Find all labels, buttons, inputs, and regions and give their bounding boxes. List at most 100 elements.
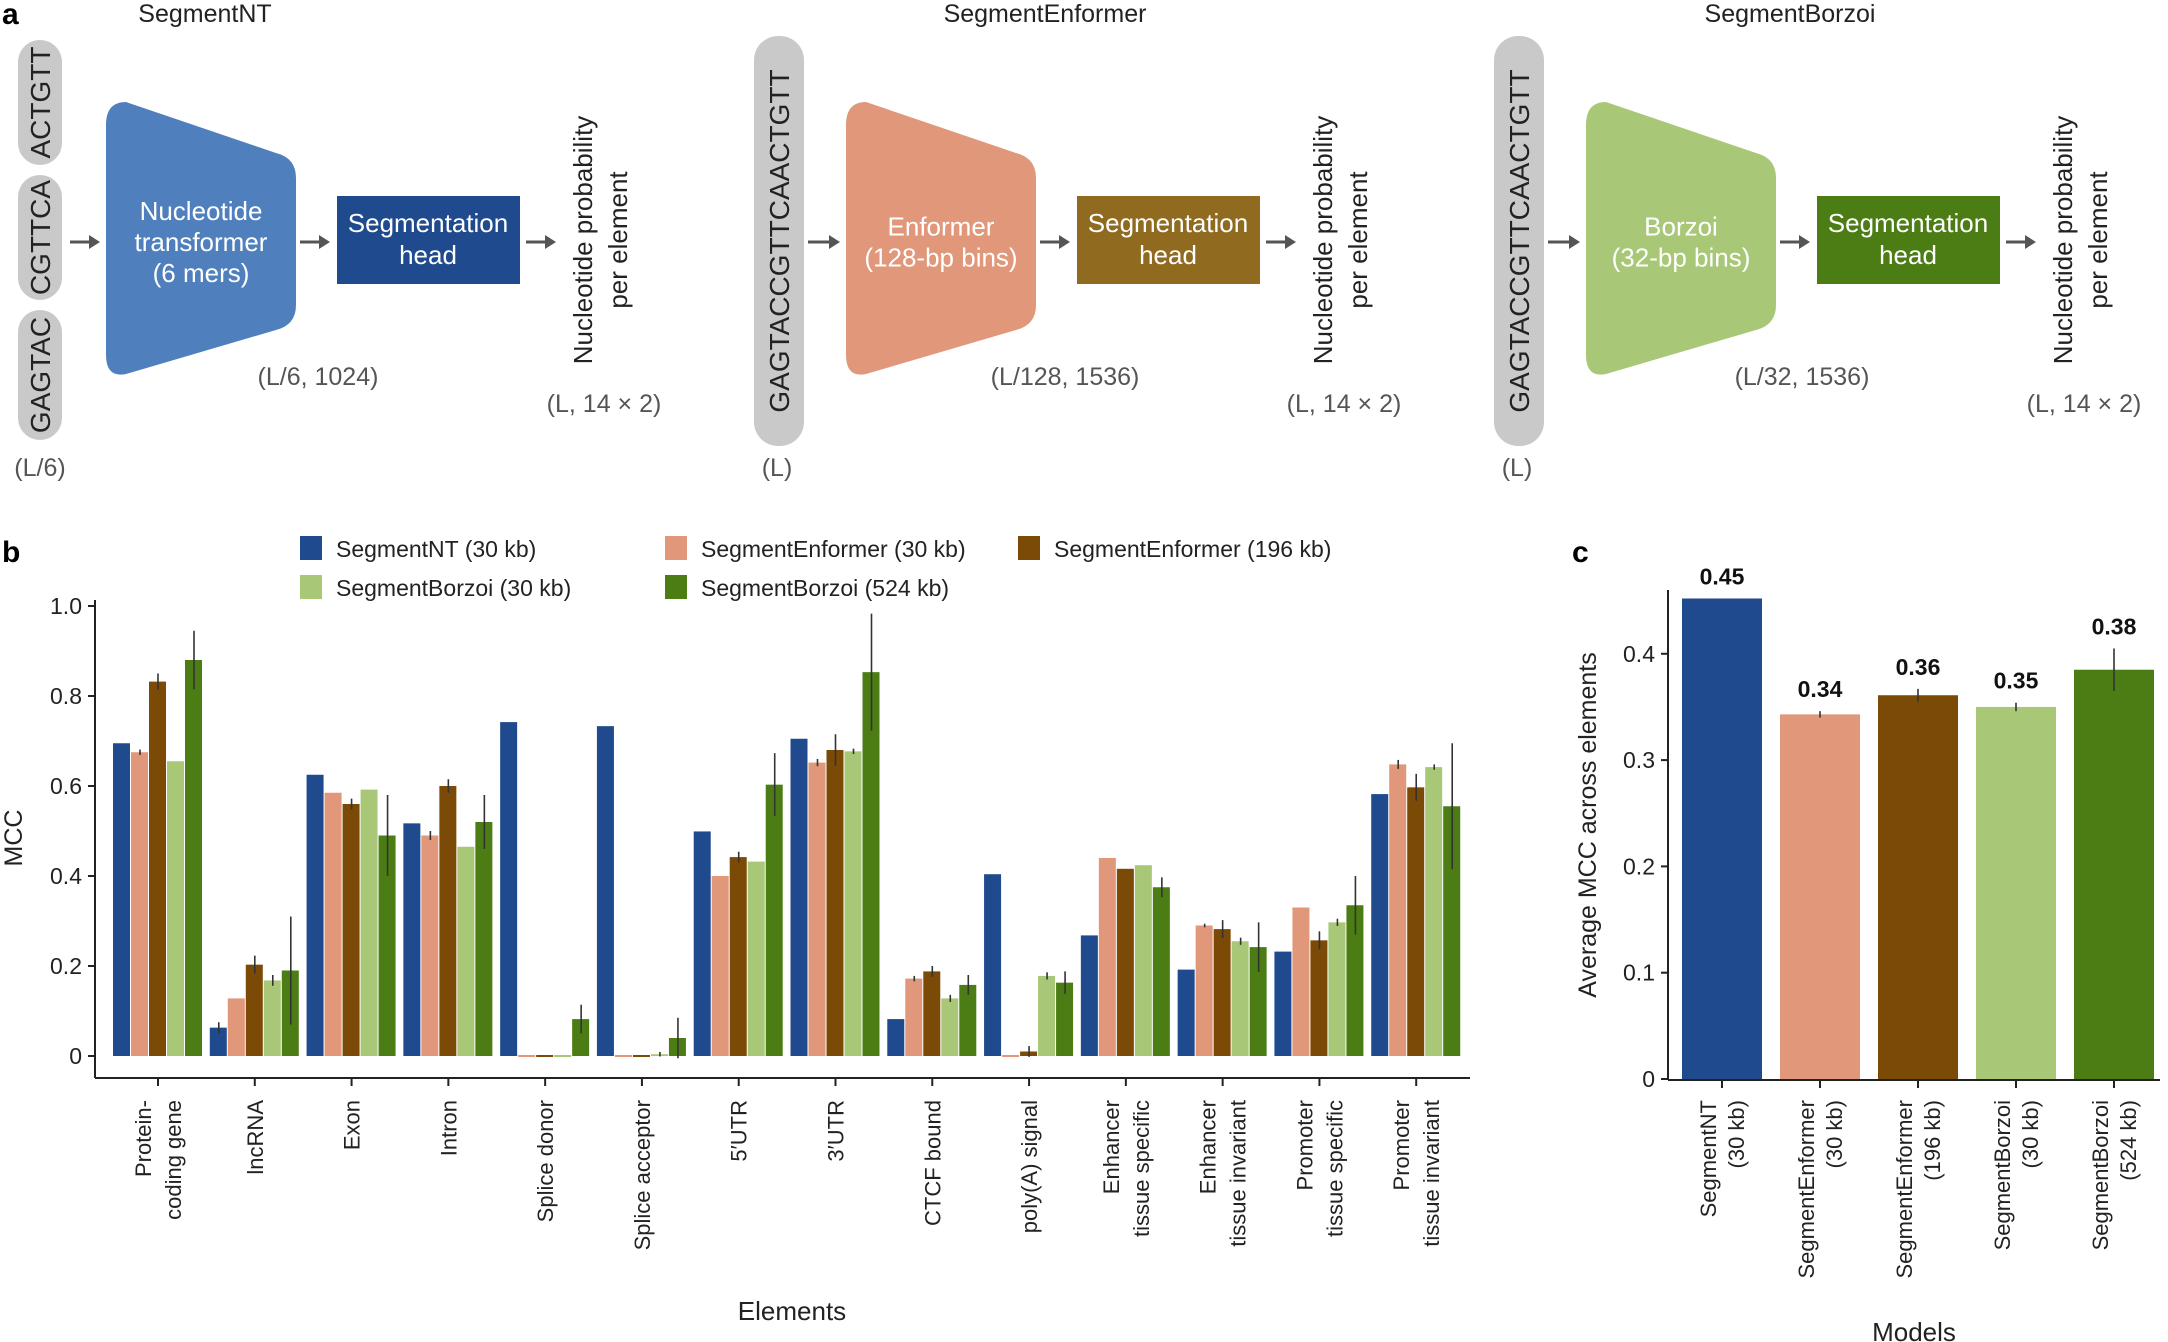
legend-swatch — [665, 575, 687, 599]
x-tick-label: Exon — [340, 1100, 365, 1150]
bar — [1177, 969, 1195, 1056]
bar — [808, 762, 826, 1056]
bar — [1310, 940, 1328, 1056]
y-tick-label: 1.0 — [50, 593, 82, 619]
y-tick-label: 0.4 — [1623, 641, 1655, 667]
bar — [209, 1027, 227, 1056]
head-label: Segmentation — [348, 208, 508, 238]
bar — [1292, 907, 1310, 1056]
x-tick-label: Enhancer — [1196, 1100, 1221, 1194]
bar — [1116, 868, 1134, 1056]
bar — [1682, 598, 1762, 1079]
bar — [887, 1019, 905, 1056]
panel-c-label: c — [1572, 536, 1589, 569]
head-label: head — [399, 240, 457, 270]
input-sequence: CGTTCA — [25, 180, 56, 295]
x-tick-label: Intron — [436, 1100, 461, 1156]
bar — [1231, 941, 1249, 1056]
input-dim: (L) — [762, 454, 793, 482]
column-0: SegmentNT GAGTAC CGTTCA ACTGTT (L/6) Nucleoti… — [14, 0, 661, 482]
bar — [729, 857, 747, 1056]
data-label: 0.45 — [1700, 564, 1745, 590]
x-tick-label: (524 kb) — [2116, 1100, 2141, 1181]
y-tick-label: 0.8 — [50, 683, 82, 709]
bar — [711, 876, 729, 1056]
x-tick-label: Splice donor — [533, 1100, 558, 1222]
bar — [923, 971, 941, 1056]
output-dim: (L, 14 × 2) — [1287, 390, 1402, 418]
model-label: Enformer — [888, 212, 995, 242]
x-tick-label: CTCF bound — [920, 1100, 945, 1226]
x-tick-label: coding gene — [161, 1100, 186, 1220]
bar — [306, 774, 324, 1056]
output-label: per element — [603, 171, 633, 309]
bar — [1274, 951, 1292, 1056]
bar — [131, 752, 148, 1056]
bar — [862, 672, 880, 1056]
arrow-head — [319, 235, 330, 249]
bar — [572, 1019, 590, 1056]
head-label: Segmentation — [1828, 208, 1988, 238]
chart-c: 0 0.1 0.2 0.3 0.4 Average MCC across elements… — [1574, 564, 2160, 1342]
bar — [1389, 764, 1407, 1056]
bar — [790, 738, 808, 1056]
x-tick-label: tissue specific — [1129, 1100, 1154, 1237]
column-title: SegmentNT — [138, 0, 271, 28]
bar — [1976, 706, 2056, 1079]
y-tick-label: 0.2 — [50, 953, 82, 979]
bar — [596, 726, 614, 1056]
input-sequence: ACTGTT — [25, 47, 56, 159]
panel-b-label: b — [2, 536, 20, 569]
column-title: SegmentEnformer — [944, 0, 1147, 28]
arrow-head — [1059, 235, 1070, 249]
x-tick-label: SegmentNT — [1696, 1100, 1721, 1217]
data-label: 0.35 — [1994, 668, 2039, 694]
bar — [1425, 767, 1443, 1056]
x-tick-label: SegmentEnformer — [1892, 1100, 1917, 1279]
x-tick-label: tissue invariant — [1226, 1100, 1251, 1247]
output-label: Nucleotide probability — [1308, 116, 1338, 365]
legend-swatch — [300, 536, 322, 560]
head-block — [337, 196, 520, 284]
output-label: Nucleotide probability — [2048, 116, 2078, 365]
arrow-head — [1799, 235, 1810, 249]
bar — [1098, 858, 1116, 1056]
x-tick-label: Enhancer — [1099, 1100, 1124, 1194]
x-tick-label: (30 kb) — [1724, 1100, 1749, 1168]
arrow-head — [1285, 235, 1296, 249]
bar — [263, 980, 281, 1056]
legend-label: SegmentEnformer (196 kb) — [1054, 536, 1331, 562]
legend-swatch — [300, 575, 322, 599]
bar — [457, 846, 475, 1056]
data-label: 0.36 — [1896, 654, 1941, 680]
input-dim: (L) — [1502, 454, 1533, 482]
model-label: Nucleotide — [140, 196, 263, 226]
bar — [1249, 947, 1267, 1056]
bar — [1407, 787, 1425, 1056]
y-tick-label: 0.4 — [50, 863, 82, 889]
legend-swatch — [665, 536, 687, 560]
y-axis-label: MCC — [0, 810, 28, 867]
chart-b: 0 0.2 0.4 0.6 0.8 1.0 MCC Elements Protein-codin… — [0, 536, 1470, 1326]
bar — [378, 835, 396, 1056]
input-pill — [18, 310, 62, 440]
legend-label: SegmentEnformer (30 kb) — [701, 536, 966, 562]
arrow-head — [545, 235, 556, 249]
input-pill — [18, 175, 62, 300]
model-block — [846, 102, 1036, 375]
bar — [1134, 865, 1152, 1056]
input-sequence: GAGTACCGTTCAACTGTT — [764, 69, 795, 412]
head-block — [1077, 196, 1260, 284]
bar — [1371, 794, 1389, 1056]
bar — [826, 750, 844, 1056]
bar — [421, 835, 439, 1056]
bar — [360, 789, 378, 1056]
x-tick-label: 3′UTR — [824, 1100, 849, 1162]
y-tick-label: 0.1 — [1623, 960, 1655, 986]
column-1: SegmentEnformer GAGTACCGTTCAACTGTT (L) Enfo… — [754, 0, 1401, 482]
bar — [984, 874, 1002, 1056]
legend-label: SegmentNT (30 kb) — [336, 536, 536, 562]
output-dim: (L, 14 × 2) — [547, 390, 662, 418]
y-tick-label: 0.6 — [50, 773, 82, 799]
